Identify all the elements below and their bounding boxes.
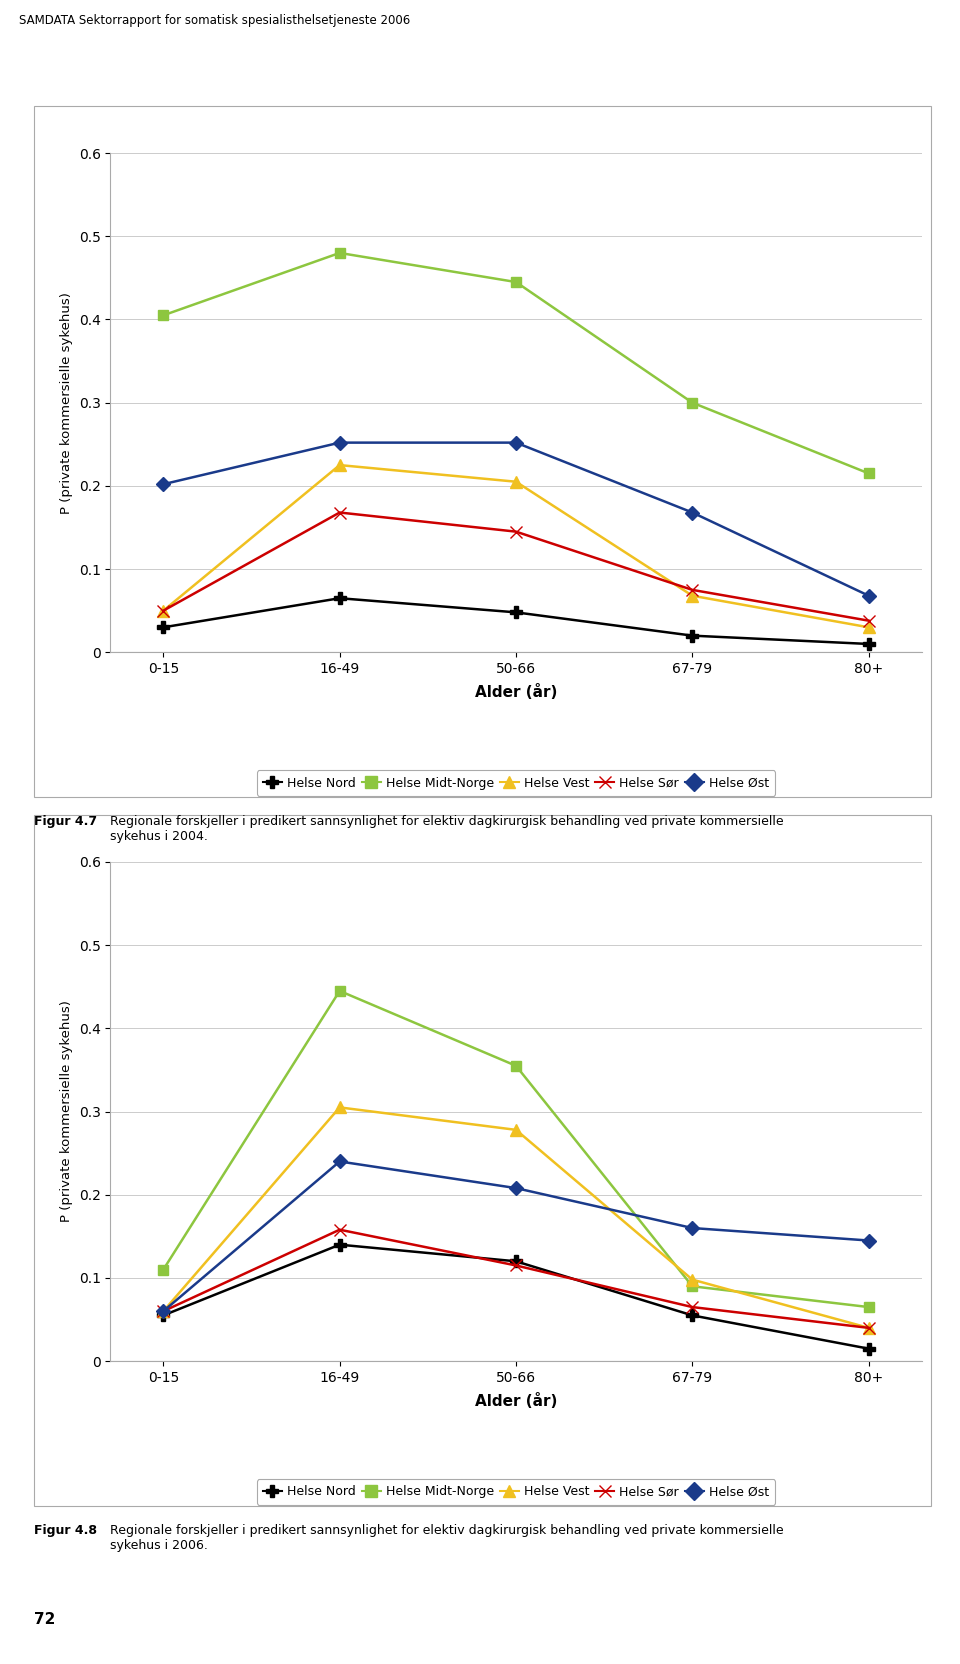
Text: 72: 72 (34, 1612, 55, 1627)
X-axis label: Alder (år): Alder (år) (475, 1393, 557, 1409)
Text: Figur 4.8: Figur 4.8 (34, 1524, 97, 1538)
Y-axis label: P (private kommersielle sykehus): P (private kommersielle sykehus) (60, 291, 73, 514)
Legend: Helse Nord, Helse Midt-Norge, Helse Vest, Helse Sør, Helse Øst: Helse Nord, Helse Midt-Norge, Helse Vest… (257, 770, 775, 795)
Text: SAMDATA Sektorrapport for somatisk spesialisthelsetjeneste 2006: SAMDATA Sektorrapport for somatisk spesi… (19, 13, 411, 27)
X-axis label: Alder (år): Alder (år) (475, 684, 557, 701)
Y-axis label: P (private kommersielle sykehus): P (private kommersielle sykehus) (60, 1000, 73, 1223)
Text: Regionale forskjeller i predikert sannsynlighet for elektiv dagkirurgisk behandl: Regionale forskjeller i predikert sannsy… (110, 815, 784, 844)
Text: Figur 4.7: Figur 4.7 (34, 815, 97, 829)
Legend: Helse Nord, Helse Midt-Norge, Helse Vest, Helse Sør, Helse Øst: Helse Nord, Helse Midt-Norge, Helse Vest… (257, 1479, 775, 1504)
Text: Regionale forskjeller i predikert sannsynlighet for elektiv dagkirurgisk behandl: Regionale forskjeller i predikert sannsy… (110, 1524, 784, 1553)
